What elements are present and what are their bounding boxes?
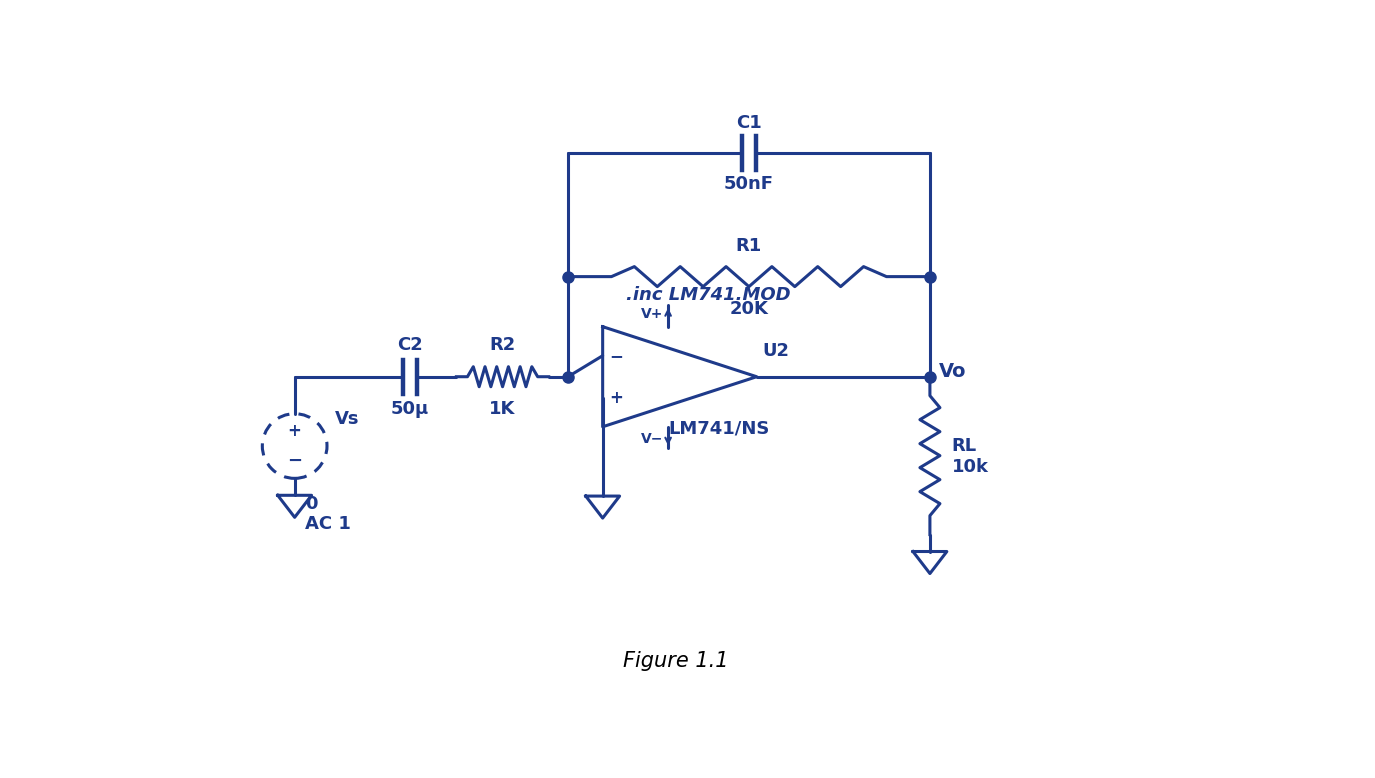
Text: RL: RL — [951, 437, 976, 455]
Text: LM741/NS: LM741/NS — [668, 419, 770, 437]
Text: .inc LM741.MOD: .inc LM741.MOD — [626, 286, 791, 303]
Text: Vo: Vo — [939, 362, 967, 380]
Text: C2: C2 — [397, 335, 423, 354]
Text: 10k: 10k — [951, 458, 989, 476]
Text: C1: C1 — [736, 114, 762, 131]
Text: −: − — [609, 347, 623, 365]
Text: R2: R2 — [490, 335, 516, 354]
Text: −: − — [287, 452, 302, 470]
Text: Figure 1.1: Figure 1.1 — [623, 651, 729, 671]
Text: V+: V+ — [641, 307, 664, 321]
Text: V−: V− — [641, 432, 664, 446]
Text: AC 1: AC 1 — [305, 515, 351, 534]
Text: 20K: 20K — [730, 300, 769, 317]
Text: 1K: 1K — [490, 400, 516, 418]
Text: 50μ: 50μ — [390, 400, 429, 418]
Text: Vs: Vs — [334, 410, 359, 428]
Text: +: + — [609, 389, 623, 407]
Text: R1: R1 — [736, 237, 762, 255]
Text: 50nF: 50nF — [725, 175, 774, 193]
Text: 0: 0 — [305, 495, 318, 513]
Text: U2: U2 — [763, 342, 789, 359]
Text: +: + — [287, 422, 301, 440]
